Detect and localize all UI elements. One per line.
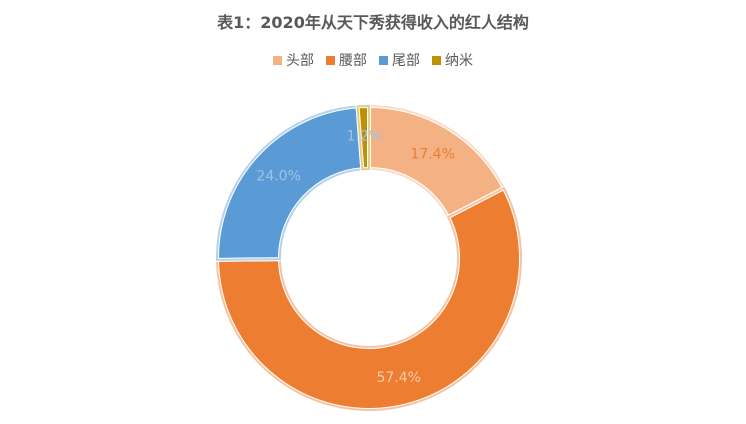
data-label: 1.2% <box>347 129 383 145</box>
data-label: 24.0% <box>256 168 300 184</box>
legend-swatch <box>379 55 388 65</box>
legend-label: 纳米 <box>445 53 473 69</box>
legend-label: 尾部 <box>392 53 420 69</box>
legend-item: 纳米 <box>432 50 473 70</box>
legend-item: 头部 <box>273 50 314 70</box>
data-label: 17.4% <box>410 146 454 162</box>
chart-title: 表1：2020年从天下秀获得收入的红人结构 <box>217 13 529 32</box>
donut-slice <box>355 103 371 172</box>
legend-label: 腰部 <box>339 53 367 69</box>
donut-slice <box>215 104 365 262</box>
legend-swatch <box>273 55 282 65</box>
legend-item: 尾部 <box>379 50 420 70</box>
donut-slice-edge <box>215 186 522 411</box>
donut-slice-edge <box>356 104 370 171</box>
legend-item: 腰部 <box>326 50 367 70</box>
donut-slice-edge <box>216 105 364 261</box>
data-label: 57.4% <box>376 370 420 386</box>
legend: 头部 腰部 尾部 纳米 <box>0 50 746 70</box>
donut-slice <box>214 185 523 412</box>
legend-swatch <box>432 55 441 65</box>
legend-swatch <box>326 55 335 65</box>
legend-label: 头部 <box>286 53 314 69</box>
